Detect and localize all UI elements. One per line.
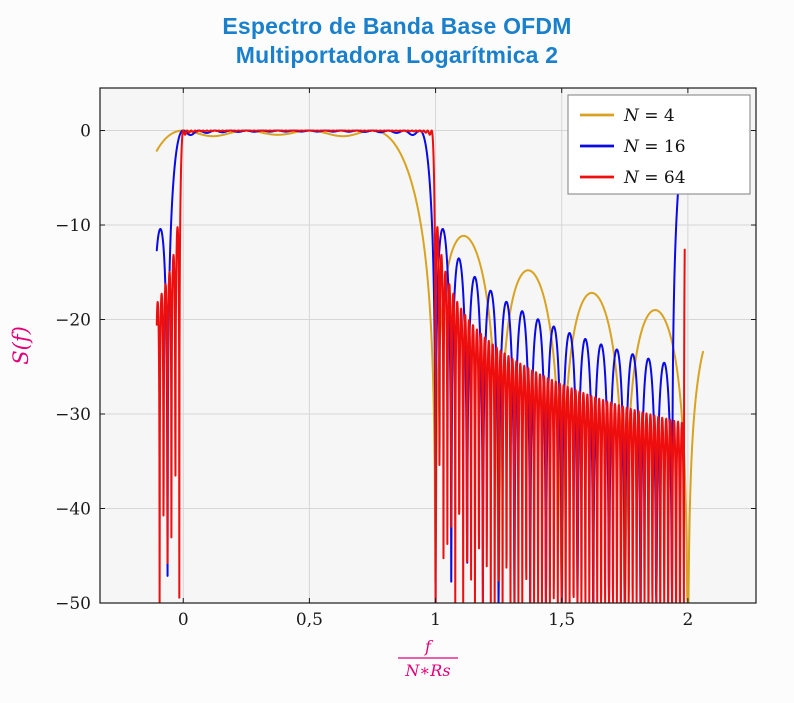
y-tick-label: −40: [55, 500, 91, 520]
y-tick-label: 0: [80, 122, 91, 142]
y-tick-label: −10: [55, 216, 91, 236]
spectrum-plot: 0 0,5 1 1,5 20−10−20−30−40−50S(f)fN∗RsN = 4N…: [9, 87, 757, 680]
axis-frame: [99, 87, 757, 604]
spectrum-curve-N64: [155, 129, 686, 603]
y-tick-label: −50: [55, 594, 91, 614]
curves: [155, 129, 705, 603]
x-axis-label: f N∗Rs: [398, 637, 458, 680]
x-tick-labels: 0 0,5 1 1,5 2: [178, 610, 693, 630]
x-tick-label: 2: [682, 610, 693, 630]
chart-title: Espectro de Banda Base OFDM Multiportado…: [0, 0, 794, 70]
y-axis-label: S(f): [9, 326, 33, 365]
x-label-numerator: f: [424, 637, 434, 656]
legend-label: N = 16: [623, 137, 686, 157]
y-tick-label: −20: [55, 311, 91, 331]
legend-label: N = 64: [623, 168, 686, 188]
y-tick-label: −30: [55, 405, 91, 425]
x-tick-label: 1: [430, 610, 441, 630]
tick-marks: [100, 88, 756, 604]
legend: N = 4 N = 16 N = 64: [567, 94, 751, 195]
x-tick-label: 0,5: [296, 610, 323, 630]
chart-title-line1: Espectro de Banda Base OFDM: [222, 13, 572, 39]
x-label-denominator: N∗Rs: [404, 661, 450, 680]
x-tick-label: 0: [178, 610, 189, 630]
legend-label: N = 4: [623, 106, 675, 126]
x-tick-label: 1,5: [548, 610, 575, 630]
chart-title-line2: Multiportadora Logarítmica 2: [235, 42, 559, 68]
y-tick-labels: 0 −10 −20 −30 −40 −50: [55, 122, 91, 614]
